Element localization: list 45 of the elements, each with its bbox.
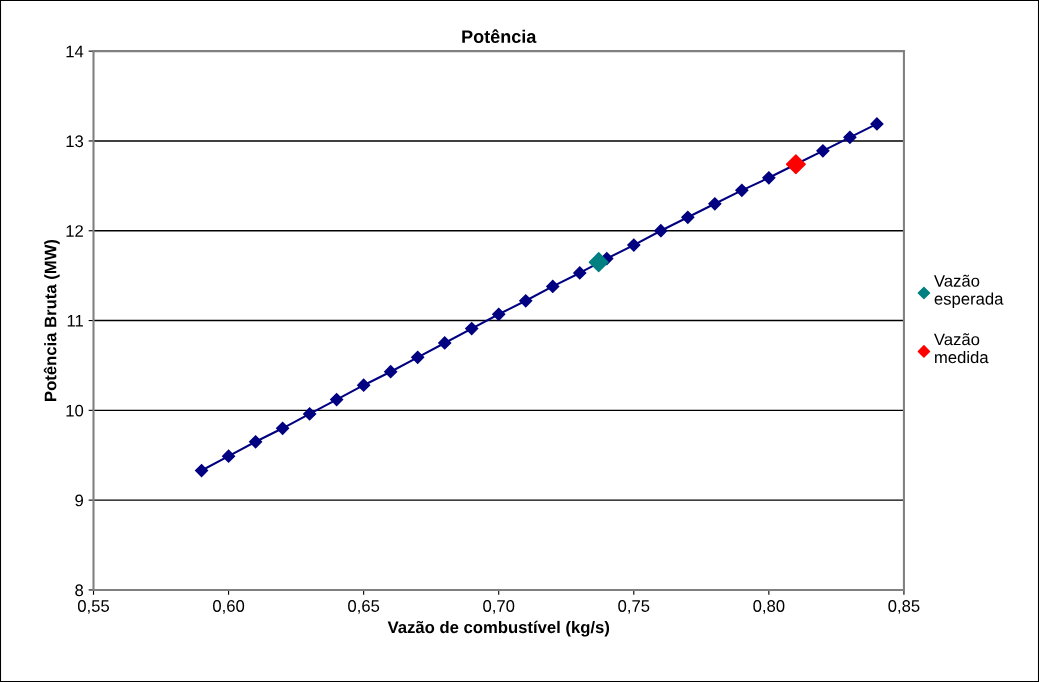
point bbox=[519, 294, 533, 308]
x-tick-label: 0,70 bbox=[483, 600, 515, 614]
point bbox=[627, 238, 641, 252]
point bbox=[384, 365, 398, 379]
legend-label: Vazão esperada bbox=[934, 274, 1004, 309]
point bbox=[249, 435, 263, 449]
point bbox=[303, 407, 317, 421]
point bbox=[843, 130, 857, 144]
x-tick-label: 0,60 bbox=[213, 600, 245, 614]
x-tick-label: 0,80 bbox=[753, 600, 785, 614]
x-tick-label: 0,65 bbox=[348, 600, 380, 614]
point bbox=[762, 171, 776, 185]
point bbox=[357, 378, 371, 392]
point bbox=[681, 210, 695, 224]
point bbox=[221, 449, 236, 463]
point bbox=[816, 144, 830, 158]
point bbox=[330, 392, 344, 407]
point bbox=[276, 421, 290, 435]
point bbox=[708, 197, 722, 211]
y-axis-title: Potência Bruta (MW) bbox=[43, 239, 60, 401]
y-tick-label: 13 bbox=[66, 135, 84, 148]
y-tick-label: 10 bbox=[66, 404, 84, 417]
point bbox=[411, 350, 425, 364]
y-tick-label: 12 bbox=[66, 225, 83, 237]
y-tick-label: 14 bbox=[66, 45, 84, 58]
point bbox=[735, 183, 749, 197]
point bbox=[194, 463, 209, 478]
x-tick-label: 0,75 bbox=[618, 600, 650, 614]
chart-title: Potência bbox=[462, 29, 537, 43]
point bbox=[573, 266, 587, 280]
point bbox=[438, 336, 452, 350]
point bbox=[546, 279, 560, 294]
x-tick-label: 0,55 bbox=[77, 600, 110, 614]
x-tick-label: 0,85 bbox=[888, 600, 920, 614]
x-axis-title: Vazão de combustível (kg/s) bbox=[387, 620, 610, 637]
point bbox=[492, 307, 506, 321]
y-tick-label: 9 bbox=[75, 494, 83, 507]
legend-label: Vazão medida bbox=[934, 333, 989, 364]
y-tick-label: 11 bbox=[67, 315, 83, 327]
point bbox=[870, 117, 884, 131]
y-tick-label: 8 bbox=[75, 584, 84, 597]
point bbox=[654, 224, 668, 238]
point bbox=[588, 252, 609, 273]
point bbox=[785, 154, 806, 175]
point bbox=[465, 322, 479, 336]
